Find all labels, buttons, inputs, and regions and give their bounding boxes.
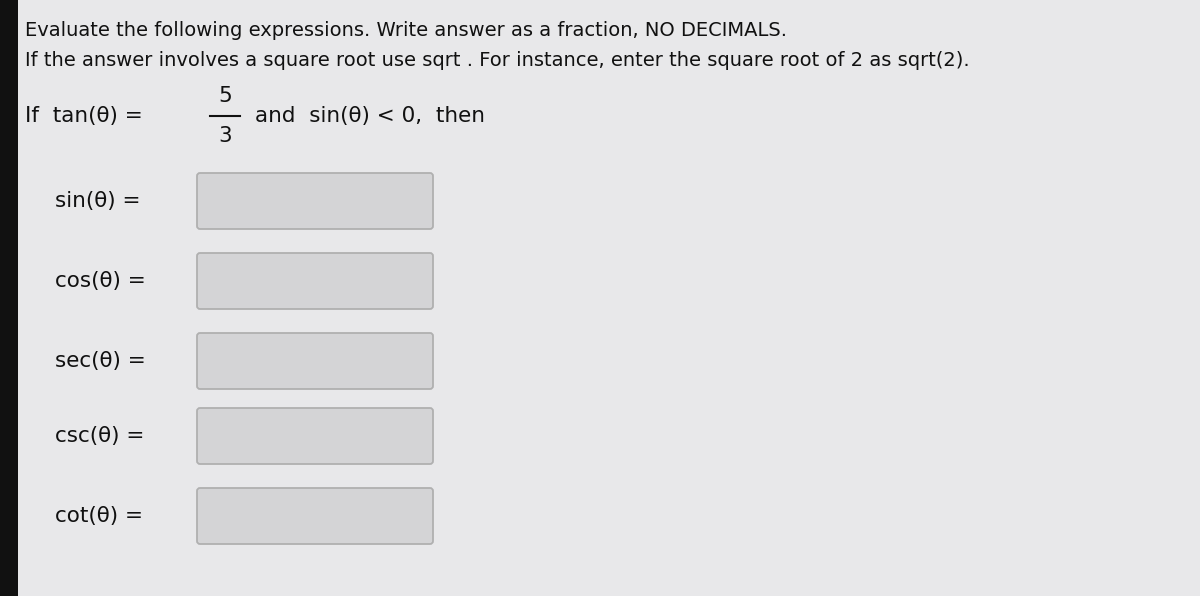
FancyBboxPatch shape xyxy=(197,333,433,389)
FancyBboxPatch shape xyxy=(197,173,433,229)
Text: and  sin(θ) < 0,  then: and sin(θ) < 0, then xyxy=(256,106,485,126)
Bar xyxy=(0,0,18,596)
Text: sin(θ) =: sin(θ) = xyxy=(55,191,140,211)
Text: If  tan(θ) =: If tan(θ) = xyxy=(25,106,143,126)
Text: 5: 5 xyxy=(218,86,232,106)
FancyBboxPatch shape xyxy=(197,488,433,544)
Text: cos(θ) =: cos(θ) = xyxy=(55,271,145,291)
FancyBboxPatch shape xyxy=(197,408,433,464)
Text: sec(θ) =: sec(θ) = xyxy=(55,351,145,371)
Text: csc(θ) =: csc(θ) = xyxy=(55,426,144,446)
Text: 3: 3 xyxy=(218,126,232,146)
Text: If the answer involves a square root use sqrt . For instance, enter the square r: If the answer involves a square root use… xyxy=(25,51,970,70)
FancyBboxPatch shape xyxy=(197,253,433,309)
Text: cot(θ) =: cot(θ) = xyxy=(55,506,143,526)
Text: Evaluate the following expressions. Write answer as a fraction, NO DECIMALS.: Evaluate the following expressions. Writ… xyxy=(25,21,787,40)
